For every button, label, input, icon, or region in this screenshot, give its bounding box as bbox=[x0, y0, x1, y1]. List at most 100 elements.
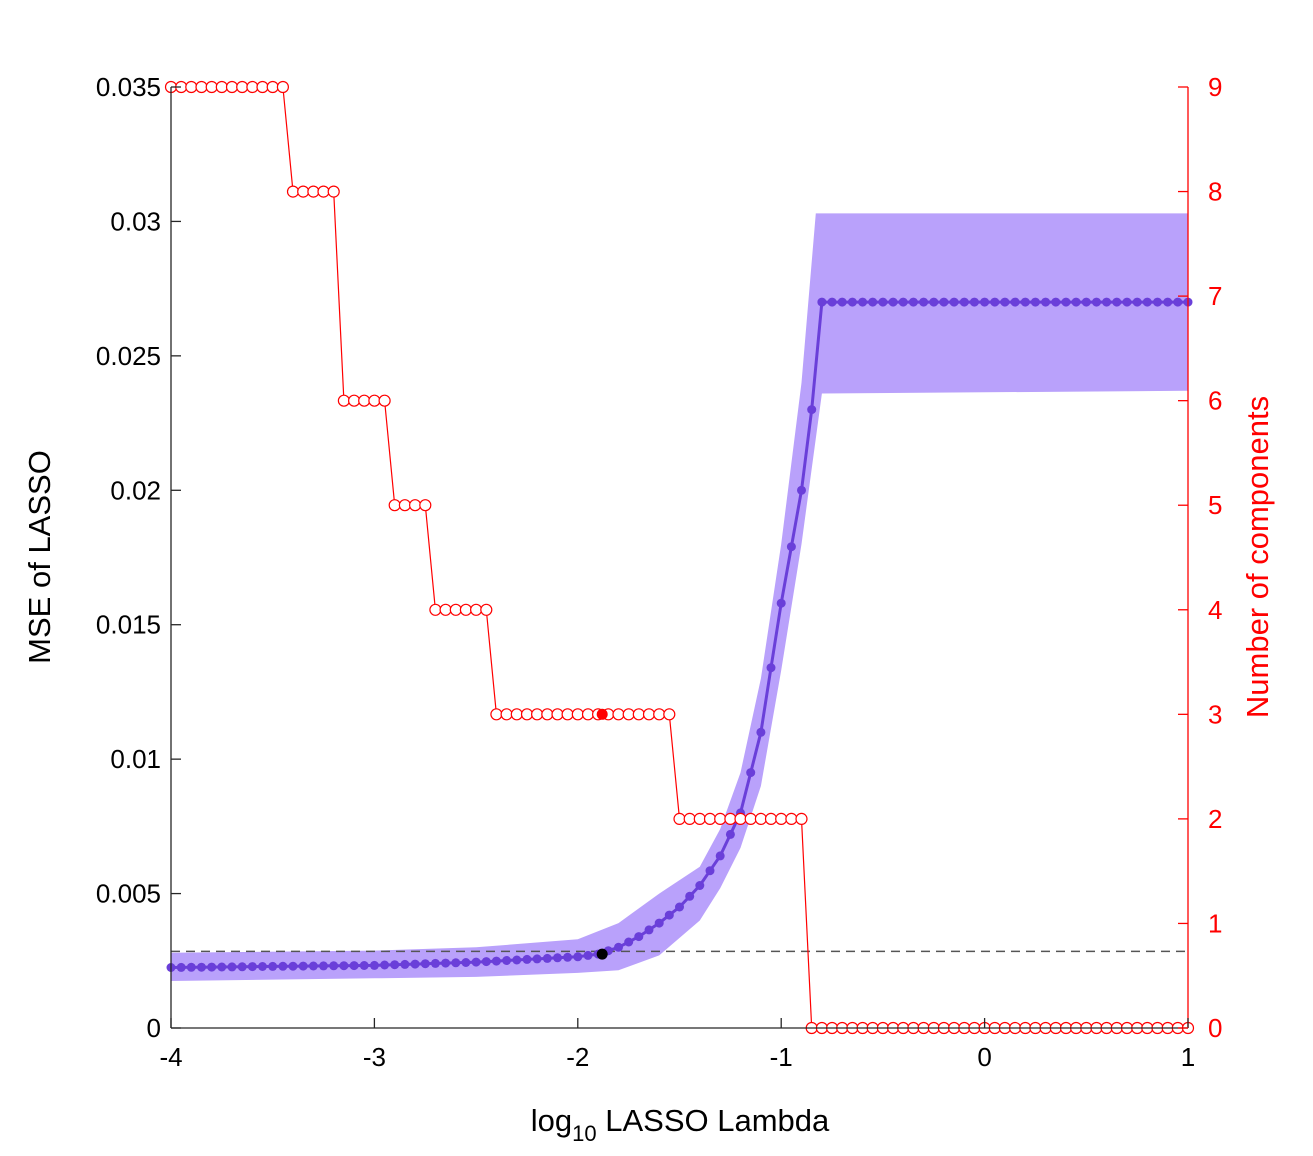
mse-point bbox=[573, 952, 583, 962]
mse-point bbox=[786, 542, 796, 552]
mse-point bbox=[390, 960, 400, 970]
mse-point bbox=[532, 954, 542, 964]
components-point bbox=[307, 185, 320, 198]
components-point bbox=[205, 80, 218, 94]
mse-point bbox=[420, 959, 430, 969]
mse-point bbox=[441, 958, 451, 968]
mse-point bbox=[258, 962, 267, 971]
left-axis-label: MSE of LASSO bbox=[22, 450, 57, 664]
mse-point bbox=[1122, 297, 1132, 307]
mse-point bbox=[807, 405, 817, 415]
mse-point bbox=[1020, 297, 1030, 307]
mse-point bbox=[1112, 297, 1122, 307]
components-point bbox=[693, 812, 706, 826]
selected-components-point bbox=[596, 708, 608, 720]
mse-point bbox=[797, 485, 806, 495]
mse-point bbox=[583, 950, 593, 960]
mse-point bbox=[624, 937, 634, 947]
mse-line-layer bbox=[166, 297, 1193, 972]
mse-point bbox=[491, 956, 501, 966]
components-point bbox=[541, 708, 554, 721]
components-point bbox=[297, 185, 310, 198]
mse-point bbox=[319, 961, 328, 971]
mse-point bbox=[197, 962, 206, 972]
mse-point bbox=[369, 960, 379, 970]
x-axis-label-rest: LASSO Lambda bbox=[597, 1103, 830, 1138]
x-tick-label: -4 bbox=[159, 1042, 182, 1072]
right-tick-label: 3 bbox=[1208, 699, 1222, 729]
mse-point bbox=[553, 953, 562, 963]
components-point bbox=[378, 394, 391, 407]
mse-point bbox=[868, 297, 878, 307]
right-axis-label: Number of components bbox=[1240, 396, 1275, 718]
components-point bbox=[683, 812, 696, 826]
mse-point bbox=[766, 663, 776, 673]
components-point bbox=[419, 499, 432, 512]
mse-point bbox=[756, 727, 766, 737]
components-point bbox=[276, 80, 289, 94]
mse-point bbox=[339, 961, 349, 971]
mse-point bbox=[878, 297, 888, 307]
mse-point bbox=[929, 297, 939, 307]
mse-point bbox=[980, 297, 990, 307]
mse-point bbox=[512, 955, 522, 965]
components-point bbox=[642, 708, 656, 721]
mse-point bbox=[1030, 297, 1040, 307]
mse-point bbox=[308, 961, 318, 971]
mse-point bbox=[959, 297, 969, 307]
components-point bbox=[714, 812, 727, 826]
mse-band-layer bbox=[171, 213, 1188, 981]
right-tick-label: 8 bbox=[1208, 177, 1222, 207]
mse-point bbox=[614, 942, 623, 952]
components-point bbox=[795, 812, 808, 826]
selected-layer bbox=[596, 708, 608, 960]
mse-line bbox=[170, 300, 1188, 969]
mse-point bbox=[1102, 297, 1112, 307]
x-axis-label-main: log bbox=[531, 1103, 572, 1138]
x-tick-label: 0 bbox=[977, 1042, 991, 1072]
components-point bbox=[500, 708, 513, 721]
mse-point bbox=[207, 962, 217, 972]
mse-point bbox=[1142, 297, 1152, 307]
components-point bbox=[663, 708, 676, 721]
components-point bbox=[653, 708, 666, 721]
components-point bbox=[775, 812, 788, 826]
x-tick-label: 1 bbox=[1181, 1042, 1195, 1072]
mse-point bbox=[298, 961, 308, 971]
components-point bbox=[246, 80, 259, 94]
right-tick-label: 0 bbox=[1208, 1013, 1222, 1043]
left-tick-label: 0 bbox=[147, 1013, 161, 1043]
mse-point bbox=[664, 910, 674, 920]
components-point bbox=[622, 708, 635, 721]
mse-point bbox=[186, 962, 196, 972]
components-point bbox=[571, 708, 584, 721]
mse-point bbox=[471, 957, 481, 967]
components-point bbox=[449, 603, 462, 616]
left-tick-label: 0.035 bbox=[96, 72, 161, 102]
mse-point bbox=[1071, 297, 1081, 307]
right-tick-label: 7 bbox=[1208, 281, 1222, 311]
right-tick-label: 1 bbox=[1208, 908, 1222, 938]
x-tick-label: -2 bbox=[566, 1042, 589, 1072]
components-point bbox=[236, 80, 249, 94]
mse-point bbox=[410, 959, 420, 969]
components-point bbox=[195, 80, 208, 94]
left-tick-label: 0.015 bbox=[96, 610, 161, 640]
mse-point bbox=[1010, 297, 1020, 307]
components-point bbox=[673, 812, 686, 826]
components-point bbox=[317, 185, 330, 198]
mse-point bbox=[634, 932, 644, 942]
mse-point bbox=[1092, 297, 1101, 307]
components-point bbox=[348, 394, 361, 407]
mse-point bbox=[888, 297, 898, 307]
components-point bbox=[764, 812, 778, 826]
mse-point bbox=[776, 598, 786, 608]
mse-point bbox=[268, 961, 278, 971]
mse-point bbox=[329, 961, 339, 971]
mse-point bbox=[949, 297, 959, 307]
mse-point bbox=[288, 961, 298, 971]
mse-point bbox=[990, 297, 1000, 307]
mse-point bbox=[1041, 297, 1051, 307]
mse-point bbox=[430, 958, 440, 968]
mse-point bbox=[1051, 297, 1061, 307]
